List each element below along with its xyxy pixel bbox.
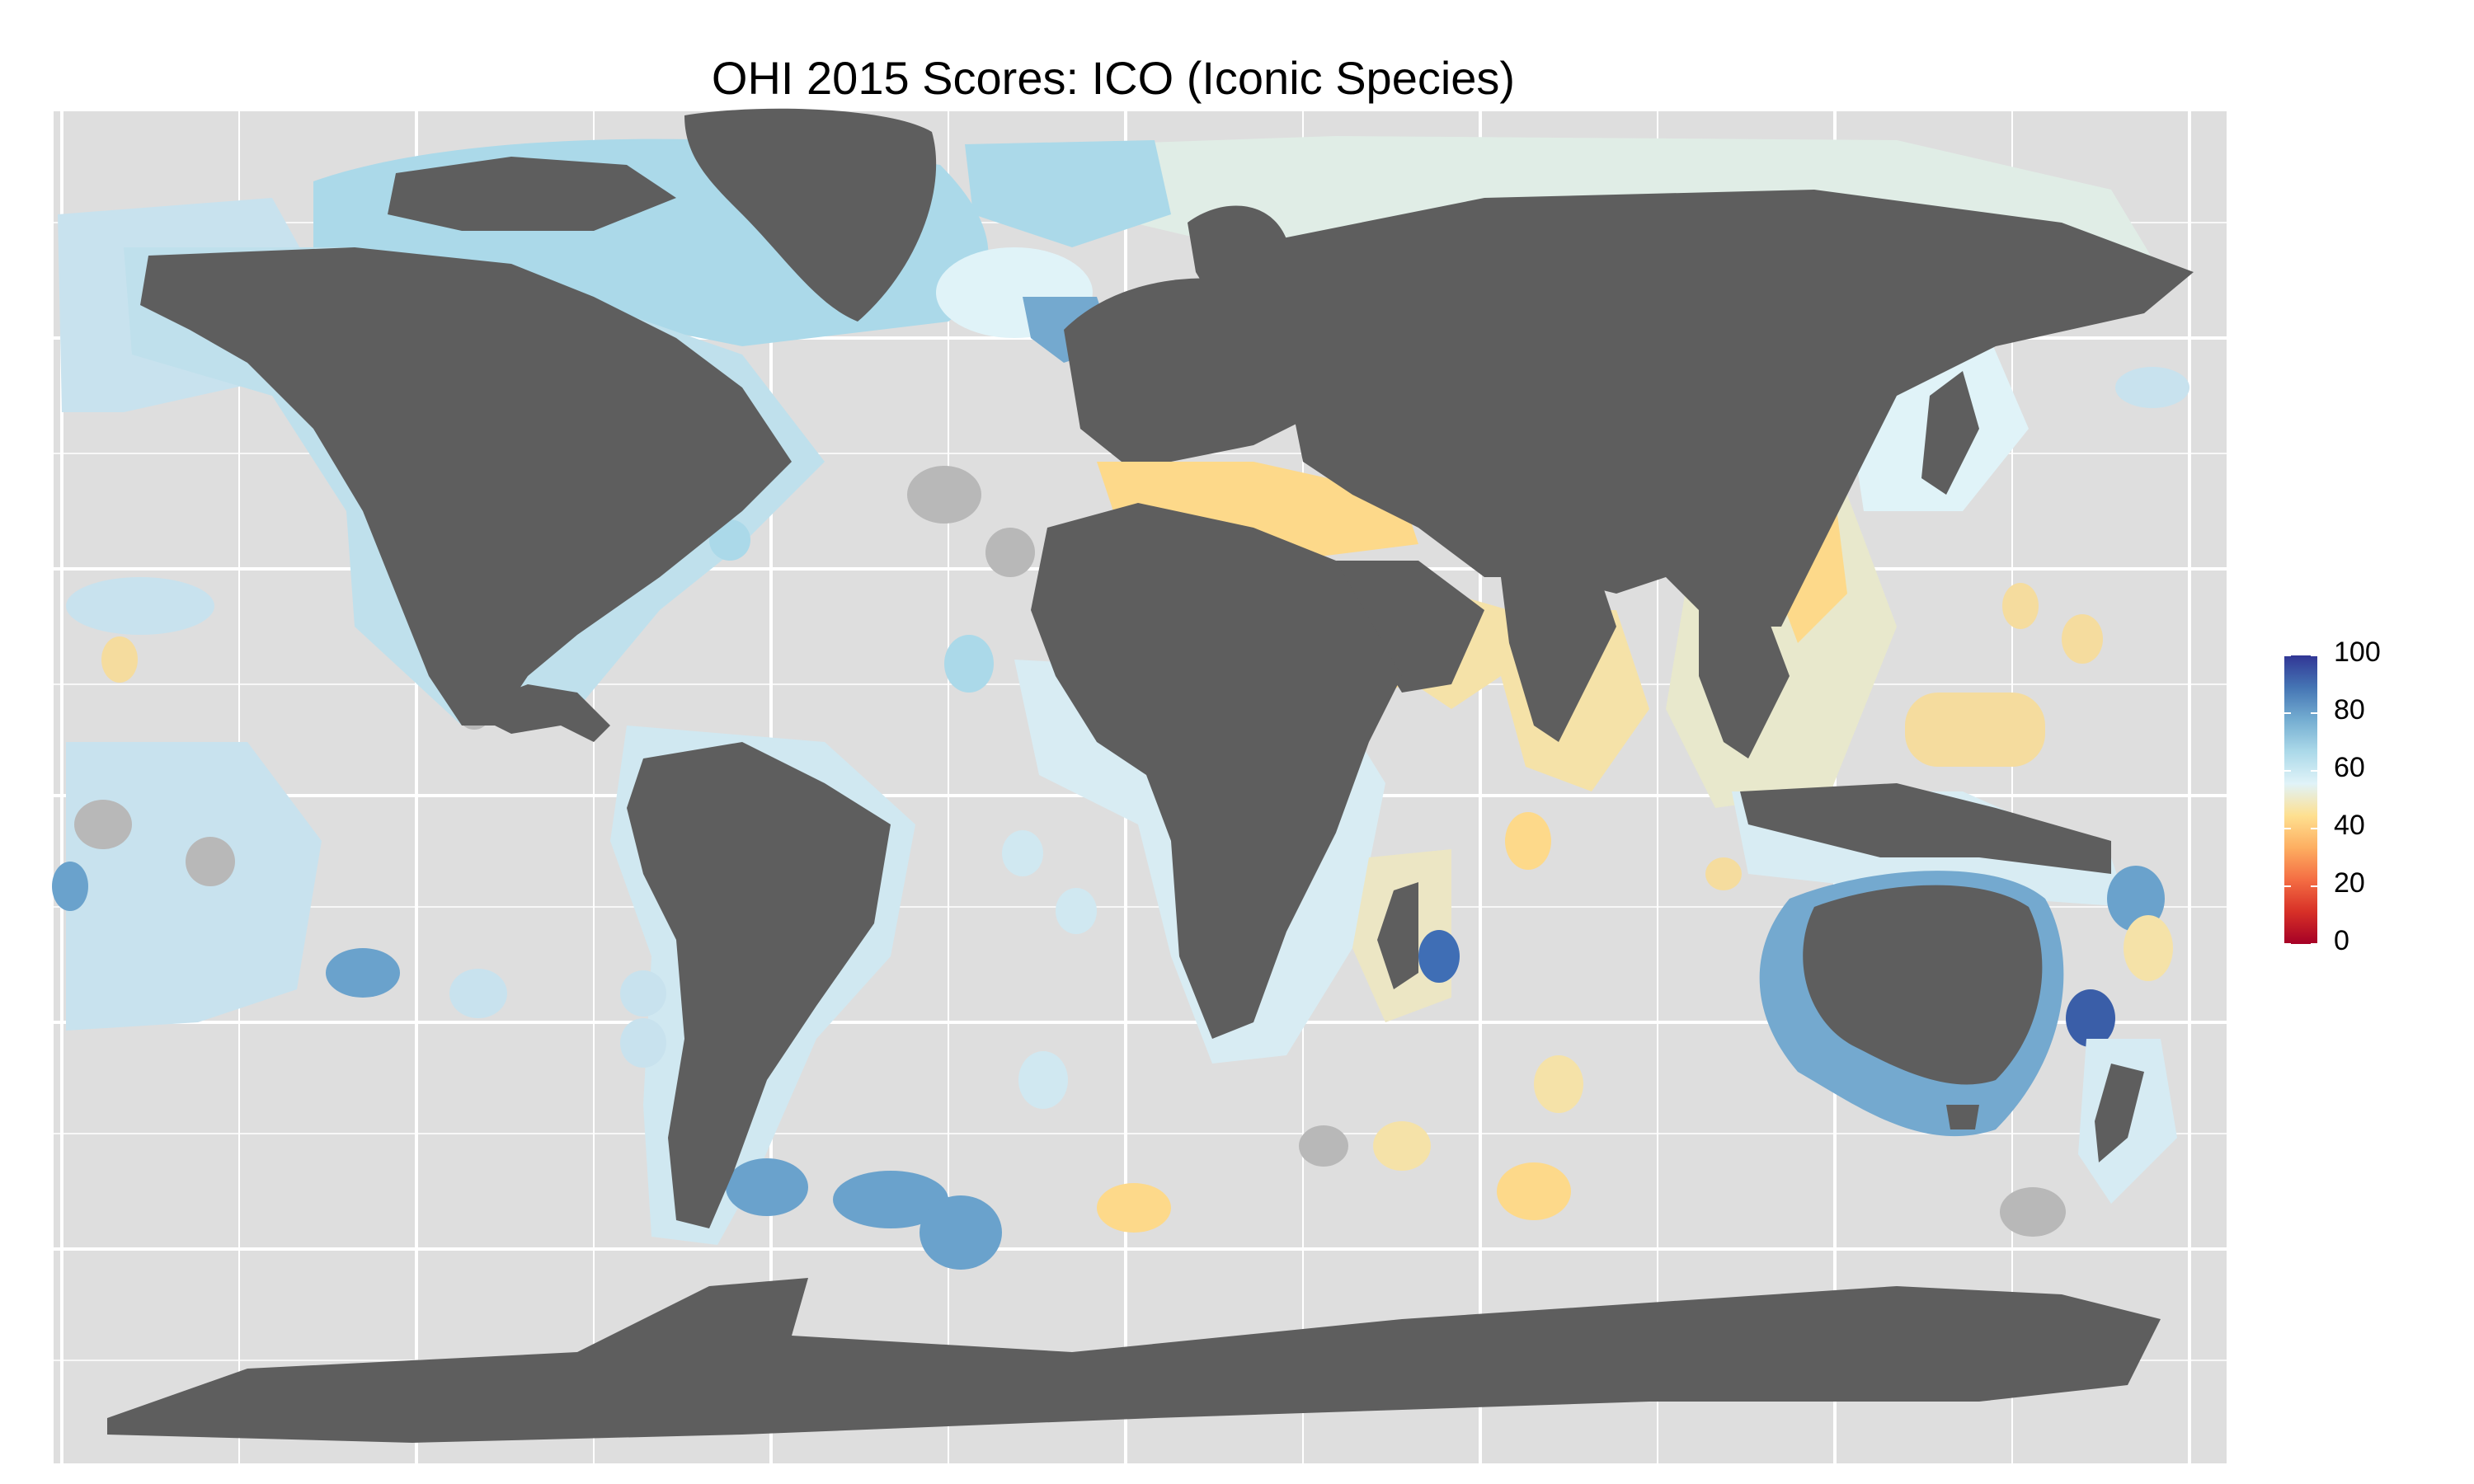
land-antarctica xyxy=(107,1278,2161,1443)
eez-new-caledonia xyxy=(2066,989,2115,1047)
eez-nauru xyxy=(1705,857,1742,890)
land-canadian-arctic xyxy=(388,157,676,231)
eez-line-islands xyxy=(186,837,235,886)
land-new-zealand xyxy=(2095,1064,2144,1162)
eez-st-helena xyxy=(1056,888,1097,934)
land-japan xyxy=(1921,371,1979,495)
eez-tonga xyxy=(2124,915,2173,981)
eez-french-polynesia-east xyxy=(326,948,400,998)
legend-label-100: 100 xyxy=(2334,636,2381,668)
land-masses xyxy=(107,108,2194,1443)
eez-south-georgia xyxy=(833,1171,948,1228)
eez-ascension xyxy=(1002,830,1043,876)
eez-azores xyxy=(907,466,981,524)
eez-central-pacific xyxy=(66,742,322,1031)
eez-phoenix xyxy=(74,800,132,849)
eez-amsterdam xyxy=(1534,1055,1583,1113)
legend-label-0: 0 xyxy=(2334,925,2349,956)
eez-johnston xyxy=(101,636,138,683)
land-europe xyxy=(1064,278,1319,462)
legend-label-80: 80 xyxy=(2334,694,2365,726)
eez-bouvet xyxy=(1097,1183,1171,1233)
eez-juan-fernandez xyxy=(620,1018,666,1068)
eez-aleutians xyxy=(2115,367,2189,408)
eez-cape-verde xyxy=(944,635,994,693)
land-southeast-asia xyxy=(1699,610,1790,758)
eez-wake xyxy=(2002,583,2039,629)
eez-crozet xyxy=(1373,1121,1431,1171)
land-uk xyxy=(1080,338,1122,396)
land-tasmania xyxy=(1946,1105,1979,1129)
eez-kerguelen xyxy=(1497,1162,1571,1220)
eez-micronesia xyxy=(1905,693,2045,767)
eez-kiribati-west xyxy=(52,862,88,911)
legend-label-20: 20 xyxy=(2334,867,2365,899)
eez-pitcairn xyxy=(449,969,507,1018)
land-arabia xyxy=(1336,561,1484,693)
eez-chagos xyxy=(1505,812,1551,870)
land-india xyxy=(1501,577,1616,742)
legend-label-40: 40 xyxy=(2334,810,2365,841)
eez-norway-north xyxy=(965,140,1171,247)
eez-falklands xyxy=(726,1158,808,1216)
eez-macquarie xyxy=(2000,1187,2066,1237)
land-asia xyxy=(1237,190,2194,627)
land-north-america xyxy=(140,247,792,726)
eez-heard xyxy=(1299,1125,1348,1167)
legend-colorbar xyxy=(2284,655,2317,945)
land-greenland xyxy=(684,108,937,322)
eez-south-sandwich xyxy=(920,1195,1002,1270)
land-madagascar xyxy=(1377,882,1418,989)
land-australia xyxy=(1803,885,2043,1085)
map-title: OHI 2015 Scores: ICO (Iconic Species) xyxy=(711,52,1516,104)
eez-hawaii xyxy=(66,577,214,635)
eez-fiji xyxy=(2107,866,2165,932)
land-africa xyxy=(1031,503,1402,1039)
eez-mauritius xyxy=(1418,930,1460,983)
eez-bermuda xyxy=(709,519,750,561)
land-central-america xyxy=(462,684,610,742)
land-south-america xyxy=(627,742,891,1228)
legend-label-60: 60 xyxy=(2334,752,2365,783)
eez-tristan xyxy=(1018,1051,1068,1109)
eez-marshall xyxy=(2062,614,2103,664)
eez-easter xyxy=(620,970,666,1017)
land-indonesia xyxy=(1740,783,2111,874)
eez-madeira xyxy=(985,528,1035,577)
